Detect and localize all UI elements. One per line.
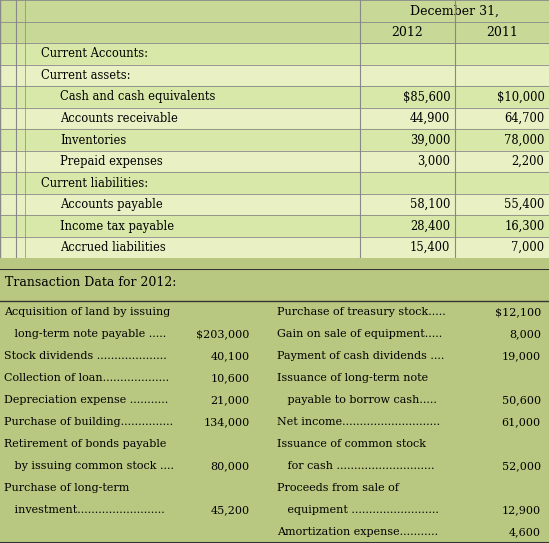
Text: for cash ............................: for cash ............................: [277, 461, 435, 471]
Text: Accrued liabilities: Accrued liabilities: [60, 241, 166, 254]
Text: Purchase of building...............: Purchase of building...............: [4, 417, 173, 427]
Text: Current Accounts:: Current Accounts:: [41, 47, 148, 60]
Text: Proceeds from sale of: Proceeds from sale of: [277, 483, 399, 493]
Text: $203,000: $203,000: [197, 329, 250, 339]
Bar: [0, 43, 549, 65]
Text: December 31,: December 31,: [410, 4, 499, 17]
Bar: [0, 151, 549, 172]
Text: Prepaid expenses: Prepaid expenses: [60, 155, 163, 168]
Text: 78,000: 78,000: [504, 134, 545, 147]
Text: 2011: 2011: [486, 26, 518, 39]
Text: 28,400: 28,400: [410, 220, 450, 232]
Text: 50,600: 50,600: [502, 395, 541, 405]
Text: 44,900: 44,900: [410, 112, 450, 125]
Text: Payment of cash dividends ....: Payment of cash dividends ....: [277, 351, 445, 361]
Text: Depreciation expense ...........: Depreciation expense ...........: [4, 395, 169, 405]
Text: Issuance of long-term note: Issuance of long-term note: [277, 373, 428, 383]
Text: 2012: 2012: [391, 26, 423, 39]
Text: by issuing common stock ....: by issuing common stock ....: [4, 461, 175, 471]
Bar: [0, 129, 549, 151]
Text: 19,000: 19,000: [502, 351, 541, 361]
Text: Accounts payable: Accounts payable: [60, 198, 163, 211]
Text: 134,000: 134,000: [204, 417, 250, 427]
Text: 55,400: 55,400: [504, 198, 545, 211]
Text: Gain on sale of equipment.....: Gain on sale of equipment.....: [277, 329, 442, 339]
Text: Current assets:: Current assets:: [41, 69, 131, 82]
Text: 58,100: 58,100: [410, 198, 450, 211]
Text: Issuance of common stock: Issuance of common stock: [277, 439, 426, 449]
Text: 40,100: 40,100: [211, 351, 250, 361]
Bar: [0, 237, 549, 258]
Text: $85,600: $85,600: [402, 91, 450, 103]
Text: 45,200: 45,200: [211, 505, 250, 515]
Text: Collection of loan...................: Collection of loan...................: [4, 373, 170, 383]
Text: 39,000: 39,000: [410, 134, 450, 147]
Text: 12,900: 12,900: [502, 505, 541, 515]
Text: $10,000: $10,000: [497, 91, 545, 103]
Text: 8,000: 8,000: [509, 329, 541, 339]
Text: Retirement of bonds payable: Retirement of bonds payable: [4, 439, 167, 449]
Bar: [0, 86, 549, 108]
Text: Amortization expense...........: Amortization expense...........: [277, 527, 438, 537]
Text: 15,400: 15,400: [410, 241, 450, 254]
Text: 3,000: 3,000: [417, 155, 450, 168]
Text: 4,600: 4,600: [509, 527, 541, 537]
Text: long-term note payable .....: long-term note payable .....: [4, 329, 167, 339]
Text: Income tax payable: Income tax payable: [60, 220, 175, 232]
Bar: [0, 172, 549, 194]
Text: 52,000: 52,000: [502, 461, 541, 471]
Text: Stock dividends ....................: Stock dividends ....................: [4, 351, 167, 361]
Bar: [0, 108, 549, 129]
Text: $12,100: $12,100: [495, 307, 541, 317]
Text: Inventories: Inventories: [60, 134, 127, 147]
Text: Current liabilities:: Current liabilities:: [41, 176, 148, 190]
Text: equipment .........................: equipment .........................: [277, 505, 439, 515]
Text: Accounts receivable: Accounts receivable: [60, 112, 178, 125]
Text: Cash and cash equivalents: Cash and cash equivalents: [60, 91, 216, 103]
Text: 2,200: 2,200: [512, 155, 545, 168]
Bar: [0, 22, 549, 43]
Text: investment.........................: investment.........................: [4, 505, 165, 515]
Text: 10,600: 10,600: [211, 373, 250, 383]
Text: 80,000: 80,000: [211, 461, 250, 471]
Text: Acquisition of land by issuing: Acquisition of land by issuing: [4, 307, 171, 317]
Text: Net income............................: Net income............................: [277, 417, 440, 427]
Bar: [0, 216, 549, 237]
Text: 61,000: 61,000: [502, 417, 541, 427]
Text: 21,000: 21,000: [211, 395, 250, 405]
Text: 7,000: 7,000: [512, 241, 545, 254]
Text: Purchase of treasury stock.....: Purchase of treasury stock.....: [277, 307, 446, 317]
Text: 16,300: 16,300: [505, 220, 545, 232]
Text: payable to borrow cash.....: payable to borrow cash.....: [277, 395, 437, 405]
Bar: [0, 194, 549, 216]
Bar: [0, 0, 549, 22]
Text: 64,700: 64,700: [505, 112, 545, 125]
Text: Transaction Data for 2012:: Transaction Data for 2012:: [5, 276, 177, 289]
Text: Purchase of long-term: Purchase of long-term: [4, 483, 130, 493]
Bar: [0, 65, 549, 86]
